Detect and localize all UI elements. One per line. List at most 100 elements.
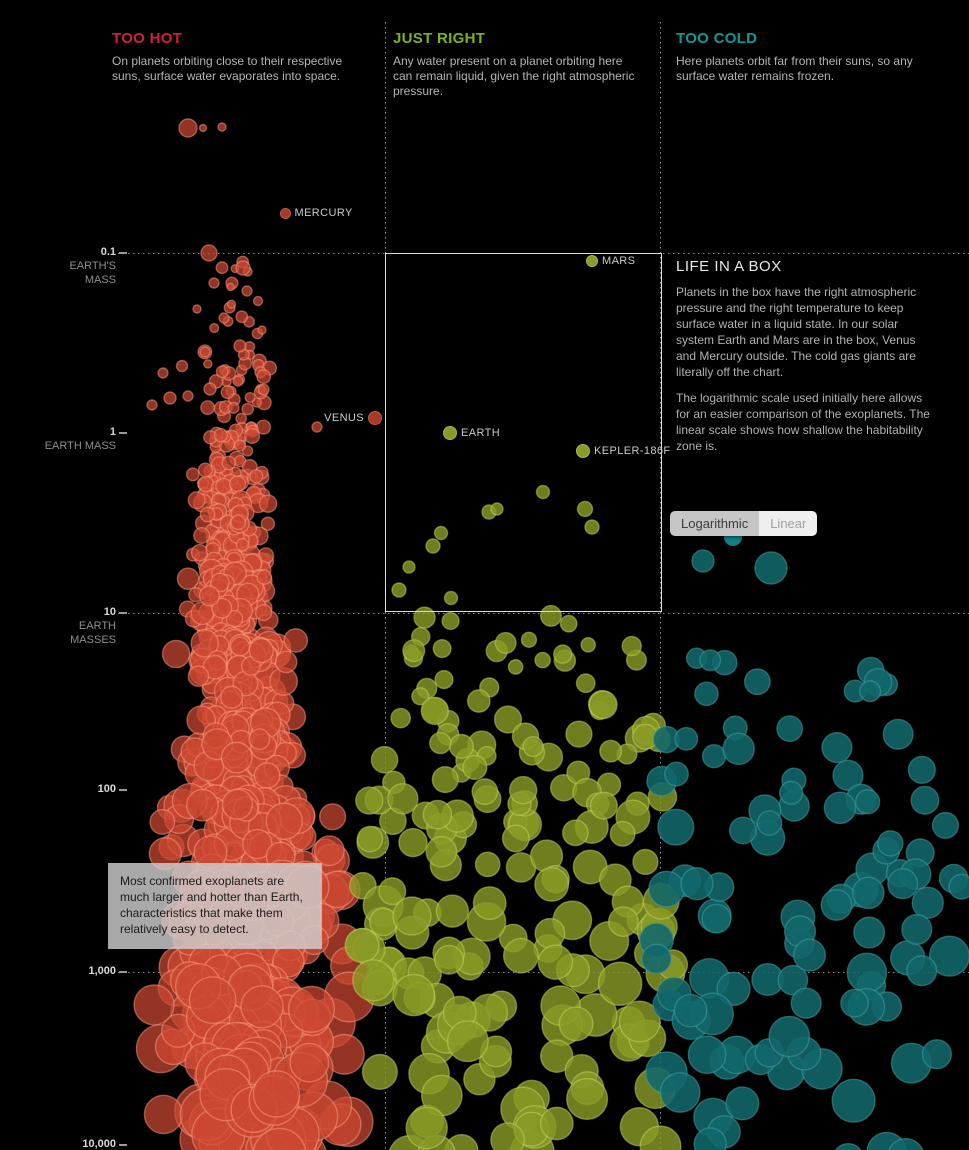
planet-marker-venus[interactable] bbox=[368, 411, 382, 425]
exoplanet-dot bbox=[405, 1106, 448, 1150]
exoplanet-dot[interactable] bbox=[192, 304, 202, 314]
exoplanet-dot[interactable] bbox=[218, 312, 230, 324]
exoplanet-dot[interactable] bbox=[241, 285, 253, 297]
y-axis-tick-1,000: 1,000 bbox=[88, 965, 116, 977]
exoplanet-dot bbox=[185, 788, 219, 822]
exoplanet-dot[interactable] bbox=[203, 382, 217, 396]
exoplanet-dot bbox=[256, 369, 272, 385]
planet-marker-kepler-186f[interactable] bbox=[576, 444, 590, 458]
zone-description-too-cold: Here planets orbit far from their suns, … bbox=[676, 54, 913, 84]
exoplanet-dot bbox=[197, 462, 213, 478]
exoplanet-dot bbox=[435, 894, 470, 928]
exoplanet-dot[interactable] bbox=[146, 399, 158, 411]
exoplanet-dot bbox=[446, 1020, 489, 1063]
exoplanet-dot[interactable] bbox=[199, 346, 211, 358]
exoplanet-dot[interactable] bbox=[425, 538, 441, 554]
exoplanet-dot[interactable] bbox=[311, 421, 323, 433]
exoplanet-dot bbox=[694, 681, 719, 707]
exoplanet-dot bbox=[411, 687, 430, 706]
exoplanet-dot[interactable] bbox=[232, 375, 244, 387]
exoplanet-dot bbox=[472, 886, 507, 921]
exoplanet-dot[interactable] bbox=[217, 122, 227, 132]
y-axis-tick-dash bbox=[119, 432, 127, 434]
exoplanet-dot bbox=[777, 964, 809, 996]
exoplanet-dot bbox=[215, 477, 233, 495]
planet-label-venus: VENUS bbox=[324, 412, 364, 424]
exoplanet-dot bbox=[840, 988, 869, 1018]
panel-paragraph-2: The logarithmic scale used initially her… bbox=[676, 390, 930, 453]
exoplanet-dot[interactable] bbox=[433, 525, 449, 541]
exoplanet-dot bbox=[370, 745, 399, 774]
exoplanet-dot bbox=[674, 726, 699, 751]
exoplanet-dot bbox=[257, 383, 270, 396]
exoplanet-dot bbox=[441, 611, 460, 631]
exoplanet-dot bbox=[575, 673, 596, 694]
exoplanet-dot[interactable] bbox=[178, 118, 198, 138]
exoplanet-dot[interactable] bbox=[391, 582, 407, 598]
exoplanet-dot bbox=[502, 937, 539, 974]
exoplanet-dot bbox=[434, 944, 465, 975]
exoplanet-dot bbox=[559, 614, 578, 633]
zone-title-too-hot: TOO HOT bbox=[112, 30, 183, 47]
habitable-zone-box bbox=[385, 253, 662, 612]
exoplanet-dot bbox=[820, 889, 853, 921]
exoplanet-dot bbox=[248, 728, 271, 751]
exoplanet-dot bbox=[854, 789, 881, 815]
exoplanet-dot bbox=[240, 985, 284, 1029]
exoplanet-dot[interactable] bbox=[252, 295, 264, 307]
exoplanet-dot[interactable] bbox=[200, 244, 218, 262]
exoplanet-dot bbox=[318, 803, 347, 831]
planet-marker-earth[interactable] bbox=[443, 426, 457, 440]
exoplanet-dot bbox=[928, 935, 969, 977]
exoplanet-dot[interactable] bbox=[198, 123, 208, 133]
exoplanet-dot[interactable] bbox=[233, 339, 247, 353]
exoplanet-dot bbox=[230, 514, 247, 531]
exoplanet-dot bbox=[539, 604, 563, 627]
exoplanet-dot[interactable] bbox=[691, 549, 715, 573]
exoplanet-dot[interactable] bbox=[157, 367, 169, 379]
exoplanet-dot bbox=[888, 1137, 924, 1150]
exoplanet-dot[interactable] bbox=[584, 519, 600, 535]
exoplanet-dot bbox=[776, 715, 804, 743]
exoplanet-dot[interactable] bbox=[208, 277, 220, 289]
exoplanet-dot bbox=[561, 819, 589, 847]
y-axis-tick-dash bbox=[119, 252, 127, 254]
exoplanet-dot[interactable] bbox=[163, 391, 177, 405]
exoplanet-dot[interactable] bbox=[235, 260, 251, 276]
exoplanet-dot bbox=[244, 427, 261, 444]
exoplanet-dot bbox=[429, 731, 452, 755]
exoplanet-dot bbox=[213, 427, 228, 443]
linear-scale-button[interactable]: Linear bbox=[759, 511, 818, 536]
exoplanet-dot[interactable] bbox=[576, 500, 594, 518]
exoplanet-dot[interactable] bbox=[175, 359, 189, 373]
exoplanet-dot bbox=[215, 261, 229, 275]
exoplanet-dot bbox=[534, 651, 551, 669]
exoplanet-dot bbox=[241, 402, 255, 416]
planet-label-kepler-186f: KEPLER-186F bbox=[594, 445, 671, 457]
exoplanet-dot[interactable] bbox=[754, 551, 788, 585]
exoplanet-dot[interactable] bbox=[535, 484, 551, 500]
planet-marker-mars[interactable] bbox=[586, 255, 598, 267]
y-axis-tick-dash bbox=[119, 789, 127, 791]
exoplanet-dot bbox=[589, 791, 618, 820]
exoplanet-dot bbox=[474, 851, 501, 878]
exoplanet-dot bbox=[133, 984, 175, 1026]
exoplanet-dot bbox=[632, 848, 659, 876]
exoplanet-dot bbox=[149, 808, 176, 835]
exoplanet-dot bbox=[520, 631, 538, 648]
zone-title-just-right: JUST RIGHT bbox=[393, 30, 486, 47]
logarithmic-scale-button[interactable]: Logarithmic bbox=[670, 511, 760, 536]
exoplanet-dot bbox=[687, 1035, 727, 1075]
exoplanet-dot bbox=[680, 867, 714, 901]
exoplanet-dot[interactable] bbox=[490, 502, 504, 516]
exoplanet-dot bbox=[494, 631, 517, 654]
exoplanet-dot bbox=[220, 685, 244, 709]
exoplanet-dot[interactable] bbox=[443, 590, 459, 606]
exoplanet-dot bbox=[226, 282, 235, 292]
exoplanet-dot[interactable] bbox=[402, 560, 416, 574]
exoplanet-dot bbox=[187, 665, 210, 687]
exoplanet-dot[interactable] bbox=[257, 325, 267, 335]
exoplanet-dot[interactable] bbox=[182, 390, 194, 402]
planet-marker-mercury[interactable] bbox=[279, 207, 291, 219]
scale-toggle: Logarithmic Linear bbox=[670, 511, 818, 546]
